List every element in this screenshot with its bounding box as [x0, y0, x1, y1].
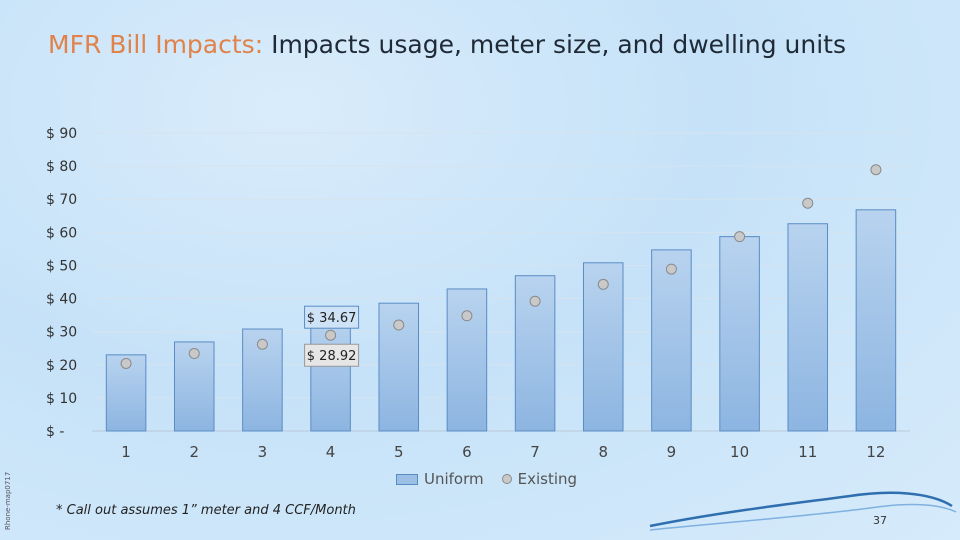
- x-tick-label: 5: [394, 443, 404, 461]
- x-tick-label: 3: [258, 443, 268, 461]
- x-tick-label: 6: [462, 443, 472, 461]
- y-tick-label: $ 20: [46, 358, 77, 374]
- y-tick-label: $ 80: [46, 159, 77, 175]
- title-accent: MFR Bill Impacts:: [48, 30, 264, 59]
- bar: [651, 249, 692, 432]
- legend-swatch-existing: [501, 474, 512, 484]
- point: [325, 329, 337, 341]
- legend-label-uniform: Uniform: [424, 470, 484, 488]
- y-tick-label: $ 60: [46, 225, 77, 241]
- point: [393, 319, 405, 331]
- x-tick-label: 2: [189, 443, 199, 461]
- side-note: Rhone-map0717: [4, 471, 12, 530]
- bar: [582, 262, 624, 432]
- footnote: * Call out assumes 1” meter and 4 CCF/Mo…: [56, 503, 356, 518]
- x-tick-label: 7: [530, 443, 540, 461]
- point: [665, 263, 677, 275]
- data-label: $ 28.92: [307, 349, 357, 364]
- y-tick-label: $ 30: [46, 325, 77, 341]
- chart-legend: Uniform Existing: [396, 470, 577, 488]
- x-tick-label: 12: [866, 443, 885, 461]
- bar: [105, 354, 147, 432]
- data-label-box: [304, 343, 360, 367]
- wave-decoration: [649, 491, 957, 531]
- y-tick-label: $ 40: [46, 292, 77, 308]
- data-label-box: [304, 305, 360, 329]
- point: [870, 164, 882, 176]
- point: [461, 310, 473, 322]
- y-tick-label: $ 70: [46, 192, 77, 208]
- bar: [855, 209, 897, 432]
- x-tick-label: 9: [667, 443, 677, 461]
- bar: [446, 288, 488, 432]
- title-text: Impacts usage, meter size, and dwelling …: [271, 30, 846, 59]
- x-tick-label: 4: [326, 443, 336, 461]
- y-tick-label: $ 90: [46, 126, 77, 142]
- bar: [719, 236, 760, 432]
- point: [597, 278, 609, 290]
- bar: [787, 223, 829, 432]
- point: [120, 357, 132, 369]
- point: [802, 197, 814, 209]
- page-number: 37: [873, 514, 887, 527]
- chart-title: MFR Bill Impacts: Impacts usage, meter s…: [48, 30, 846, 59]
- legend-label-existing: Existing: [517, 470, 578, 488]
- x-tick-label: 11: [798, 443, 817, 461]
- x-tick-label: 8: [598, 443, 608, 461]
- point: [256, 338, 268, 350]
- x-tick-label: 10: [730, 443, 749, 461]
- y-tick-label: $ 50: [46, 258, 77, 274]
- legend-swatch-uniform: [396, 473, 418, 485]
- bar: [242, 328, 283, 432]
- point: [529, 295, 541, 307]
- x-tick-label: 1: [121, 443, 131, 461]
- point: [188, 348, 200, 360]
- y-tick-label: $ 10: [46, 391, 77, 407]
- point: [734, 231, 746, 243]
- y-tick-label: $ -: [46, 424, 64, 440]
- data-label: $ 34.67: [307, 311, 357, 326]
